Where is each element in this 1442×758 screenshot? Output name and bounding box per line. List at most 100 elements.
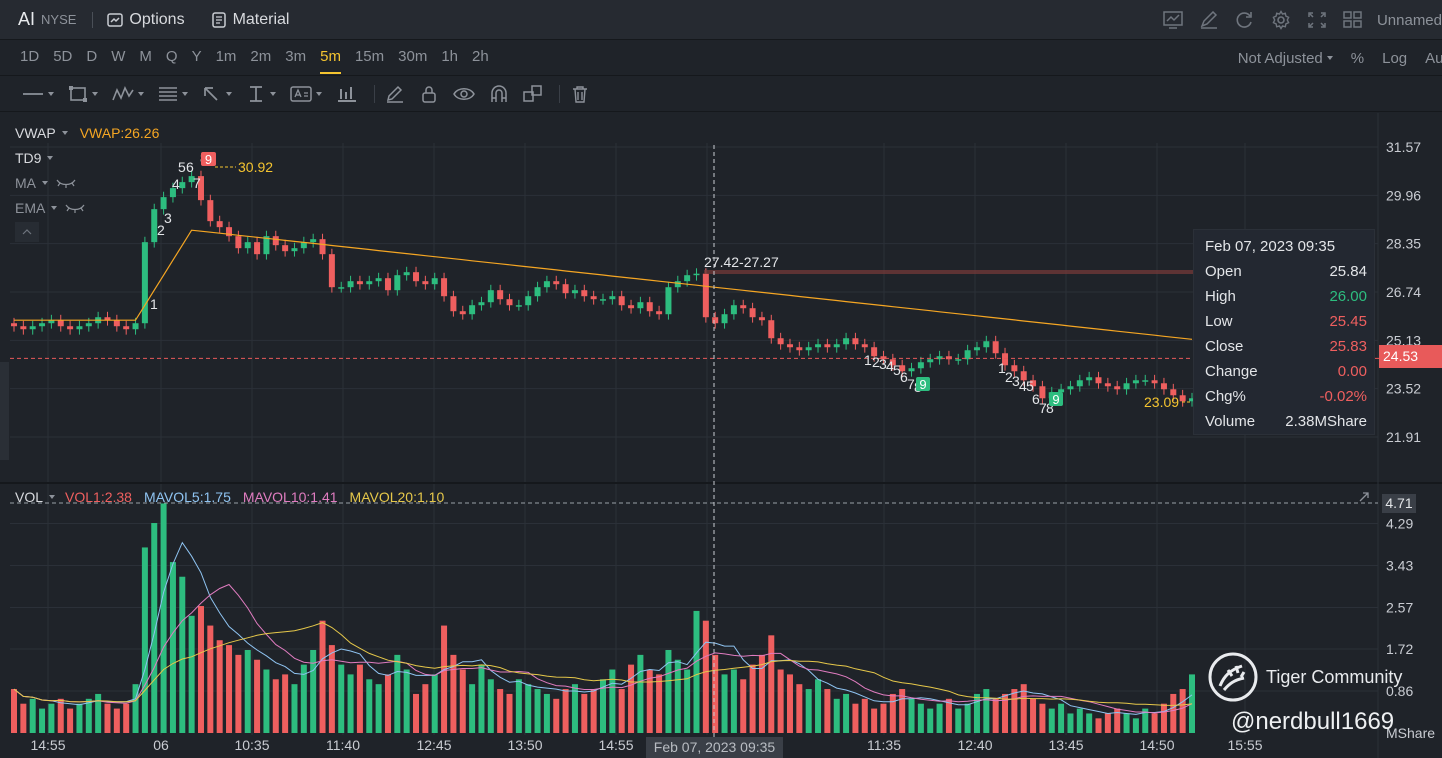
measure-tool-icon[interactable]: [246, 85, 276, 103]
period-5d[interactable]: 5D: [53, 47, 73, 65]
options-button[interactable]: Options: [107, 10, 185, 29]
volume-bar: [291, 684, 298, 733]
period-2h[interactable]: 2h: [472, 47, 489, 65]
volume-bar: [450, 654, 457, 733]
volume-bar: [712, 654, 719, 733]
clone-icon[interactable]: [523, 84, 543, 103]
period-m[interactable]: M: [139, 47, 152, 65]
workspace-name[interactable]: Unnamed: [1376, 11, 1442, 29]
adjust-dropdown[interactable]: Not Adjusted: [1238, 50, 1333, 67]
candle-body: [375, 278, 382, 282]
price-chart[interactable]: 31.57 29.96 28.35 26.74 25.13 23.52 21.91 4.29 3…: [0, 113, 1442, 758]
pencil-icon[interactable]: [385, 85, 405, 103]
trash-icon[interactable]: [570, 85, 590, 103]
time-tick-label: 12:40: [957, 737, 992, 753]
options-label: Options: [129, 10, 185, 28]
fib-tool-icon[interactable]: [158, 85, 188, 103]
td9-legend[interactable]: TD9: [15, 150, 61, 166]
vwap-name: VWAP: [15, 125, 56, 141]
draw-icon[interactable]: [1199, 11, 1219, 29]
lock-icon[interactable]: [419, 85, 439, 103]
period-y[interactable]: Y: [191, 47, 202, 65]
volume-bar: [1076, 708, 1083, 733]
volume-bar: [263, 669, 270, 733]
candle-body: [48, 320, 55, 324]
candle-body: [1114, 386, 1121, 390]
period-1h[interactable]: 1h: [441, 47, 459, 65]
magnet-icon[interactable]: [489, 84, 509, 103]
text-tool-icon[interactable]: [290, 85, 322, 103]
candle-body: [1132, 380, 1139, 384]
period-w[interactable]: W: [111, 47, 126, 65]
volume-bar: [1151, 713, 1158, 733]
percent-toggle[interactable]: %: [1350, 49, 1365, 67]
volume-bar: [123, 703, 130, 733]
volume-bar: [1039, 703, 1046, 733]
td9-count: 9: [1052, 392, 1059, 407]
vol1-value: VOL1:2.38: [65, 489, 132, 505]
rect-tool-icon[interactable]: [68, 85, 98, 103]
ema-legend[interactable]: EMA: [15, 200, 85, 216]
candle-body: [459, 311, 466, 315]
candle-body: [1142, 380, 1149, 382]
period-5m[interactable]: 5m: [320, 40, 341, 76]
gear-icon[interactable]: [1271, 10, 1291, 30]
volume-bar: [235, 654, 242, 733]
period-2m[interactable]: 2m: [250, 47, 272, 65]
td9-count: 6: [1032, 391, 1040, 407]
hidden-eye-icon[interactable]: [56, 178, 76, 188]
watermark-community-text: Tiger Community: [1266, 666, 1403, 687]
period-15m[interactable]: 15m: [354, 47, 385, 65]
expand-icon[interactable]: [1307, 11, 1327, 29]
candle-body: [497, 290, 504, 300]
line-tool-icon[interactable]: [22, 86, 54, 102]
log-toggle[interactable]: Log: [1382, 49, 1408, 67]
symbol-ticker[interactable]: AI: [18, 9, 36, 29]
volume-bar: [927, 708, 934, 733]
volume-legend[interactable]: VOL VOL1:2.38 MAVOL5:1.75 MAVOL10:1.41 M…: [15, 489, 444, 505]
refresh-icon[interactable]: [1235, 11, 1255, 29]
hidden-eye-icon[interactable]: [65, 203, 85, 213]
candle-body: [85, 323, 92, 327]
period-1m[interactable]: 1m: [215, 47, 237, 65]
price-tick-label: 21.91: [1386, 429, 1421, 445]
auto-toggle[interactable]: Auto: [1425, 49, 1442, 67]
layout-icon[interactable]: [1343, 11, 1363, 29]
td9-badge: [1049, 392, 1063, 406]
period-3m[interactable]: 3m: [285, 47, 307, 65]
candle-body: [226, 227, 233, 237]
td9-count: 5: [178, 159, 186, 175]
volume-bar: [431, 674, 438, 733]
period-1d[interactable]: 1D: [20, 47, 40, 65]
volume-bar: [95, 693, 102, 733]
pattern-tool-icon[interactable]: [112, 85, 144, 103]
candle-body: [562, 284, 569, 294]
candle-body: [1058, 389, 1065, 393]
volume-bar: [973, 693, 980, 733]
arrow-tool-icon[interactable]: [202, 85, 232, 103]
volume-bar: [1058, 703, 1065, 733]
period-30m[interactable]: 30m: [398, 47, 428, 65]
candle-body: [1095, 377, 1102, 384]
volume-bar: [992, 698, 999, 733]
candle-body: [244, 242, 251, 249]
ma-legend[interactable]: MA: [15, 175, 76, 191]
candle-body: [861, 344, 868, 348]
chart-icon[interactable]: [1163, 11, 1183, 29]
eye-icon[interactable]: [453, 85, 475, 103]
sidebar-collapse-handle[interactable]: [0, 362, 9, 460]
material-button[interactable]: Material: [211, 11, 289, 29]
candle-body: [525, 296, 532, 306]
bars-tool-icon[interactable]: [336, 85, 358, 103]
period-q[interactable]: Q: [165, 47, 178, 65]
candle-body: [534, 287, 541, 297]
volume-bar: [983, 689, 990, 733]
period-d[interactable]: D: [86, 47, 98, 65]
vwap-legend[interactable]: VWAP VWAP:26.26: [15, 125, 159, 141]
collapse-legend-button[interactable]: [15, 222, 39, 242]
volume-bar: [861, 698, 868, 733]
mavol10-value: MAVOL10:1.41: [242, 489, 338, 505]
volume-bar: [656, 674, 663, 733]
volume-bar: [244, 649, 251, 733]
volume-bar: [48, 703, 55, 733]
